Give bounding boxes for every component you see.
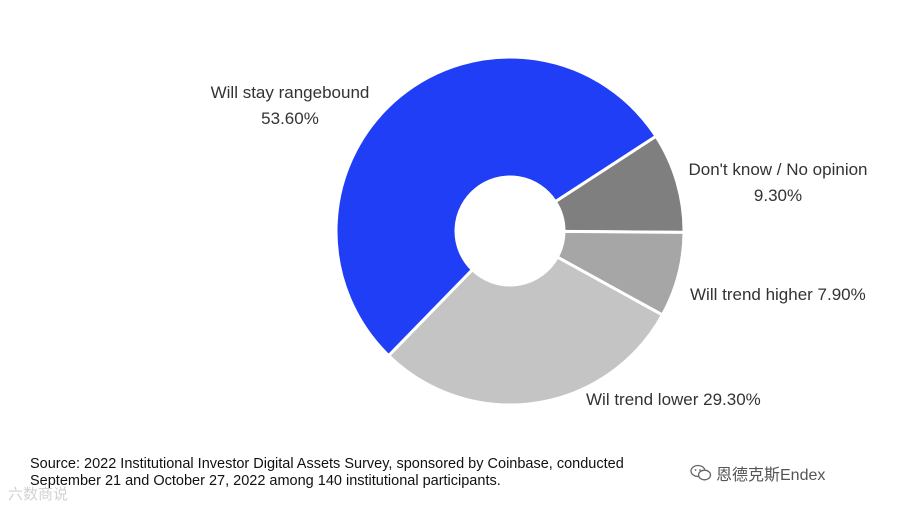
- source-note: Source: 2022 Institutional Investor Digi…: [30, 456, 670, 490]
- wechat-icon: [690, 464, 712, 481]
- label-will-trend-higher: Will trend higher 7.90%: [690, 285, 866, 304]
- label-will-stay-rangebound: Will stay rangebound 53.60%: [211, 83, 370, 128]
- wechat-account-name: 恩德克斯Endex: [716, 467, 826, 484]
- slice-will-stay-rangebound: [334, 55, 658, 358]
- corner-watermark: 六数商说: [8, 486, 69, 503]
- label-don-t-know-no-opinion: Don't know / No opinion 9.30%: [688, 160, 867, 205]
- wechat-watermark: 恩德克斯Endex: [690, 461, 825, 485]
- label-wil-trend-lower: Wil trend lower 29.30%: [586, 390, 761, 409]
- source-line-2: September 21 and October 27, 2022 among …: [30, 473, 501, 489]
- source-line-1: Source: 2022 Institutional Investor Digi…: [30, 456, 624, 472]
- slice-wil-trend-lower: [387, 255, 664, 407]
